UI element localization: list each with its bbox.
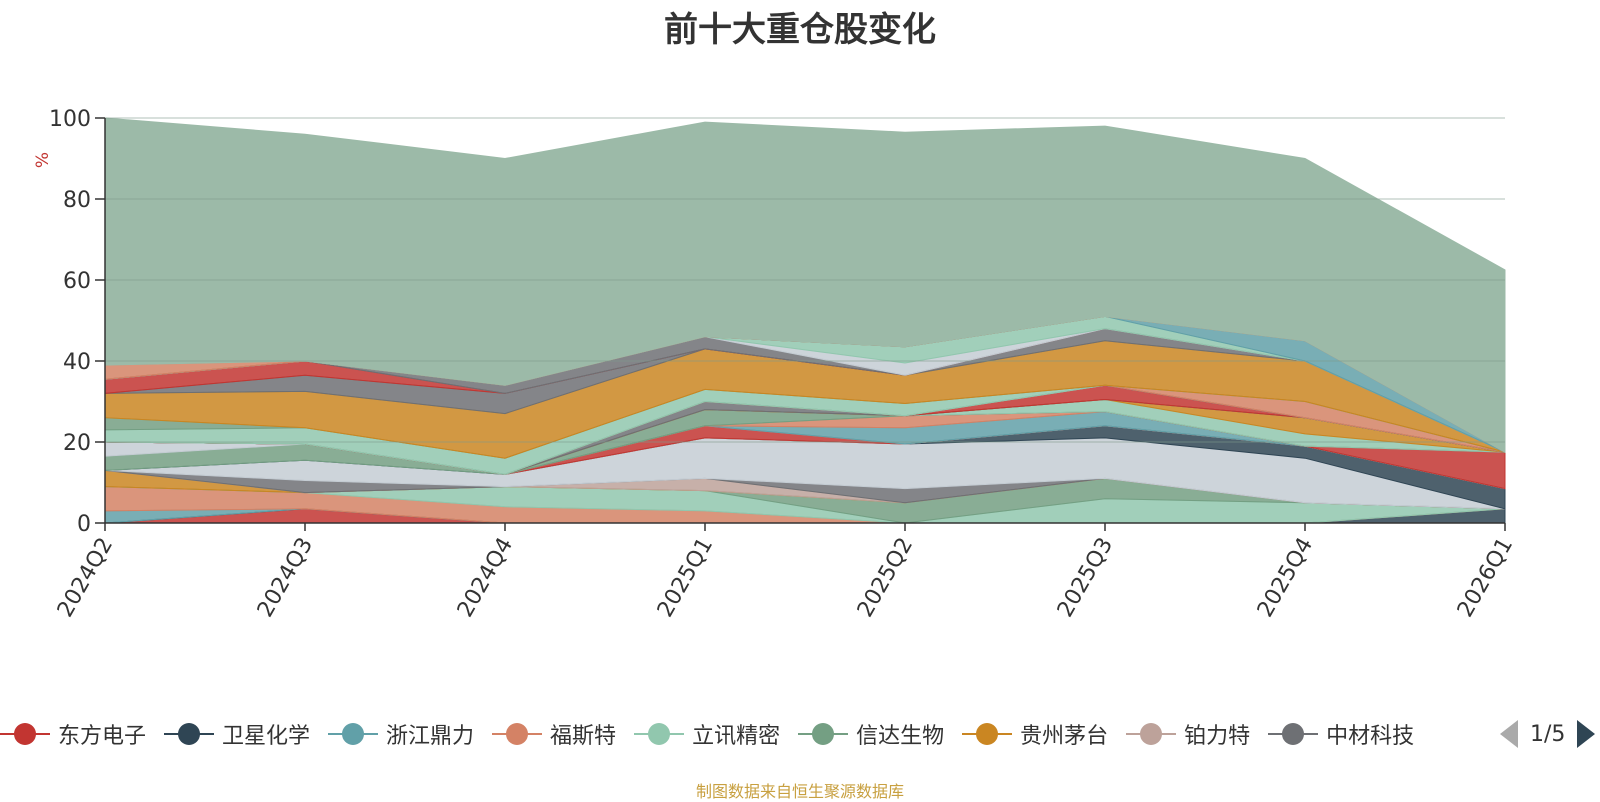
legend-next-page-icon[interactable]: [1577, 720, 1596, 748]
legend-prev-page-icon[interactable]: [1500, 720, 1518, 748]
legend-marker-icon: [1126, 722, 1177, 746]
legend-item[interactable]: 立讯精密: [634, 712, 780, 756]
legend-item[interactable]: 铂力特: [1126, 712, 1250, 756]
legend-marker-icon: [962, 722, 1013, 746]
legend-label: 卫星化学: [222, 724, 311, 749]
legend-label: 信达生物: [856, 724, 945, 749]
chart-title: 前十大重仓股变化: [664, 10, 936, 50]
legend-marker-icon: [328, 722, 379, 746]
legend-marker-icon: [634, 722, 685, 746]
legend-marker-icon: [492, 722, 543, 746]
legend-marker-icon: [0, 722, 50, 746]
legend-label: 浙江鼎力: [386, 724, 475, 749]
y-tick-label-0: 0: [77, 512, 91, 537]
legend-page-indicator: 1/5: [1530, 721, 1566, 747]
x-tick-label-7: 2026Q1: [1453, 534, 1518, 622]
legend-item[interactable]: 信达生物: [798, 712, 944, 756]
y-tick-label-1: 20: [63, 431, 91, 456]
x-tick-label-1: 2024Q3: [253, 534, 318, 622]
legend-item[interactable]: 中材科技: [1268, 712, 1414, 756]
legend-label: 立讯精密: [692, 724, 781, 749]
legend-marker-icon: [1268, 722, 1319, 746]
legend-item[interactable]: 卫星化学: [164, 712, 310, 756]
legend: 东方电子 卫星化学 浙江鼎力 福斯特 立讯精密 信达生物 贵州茅台 铂力特 中材科技: [0, 712, 1480, 756]
legend-marker-icon: [798, 722, 849, 746]
x-tick-label-6: 2025Q4: [1253, 534, 1318, 622]
legend-pager: 1/5: [1500, 712, 1596, 756]
y-axis-label: %: [33, 152, 53, 168]
legend-label: 福斯特: [550, 724, 617, 749]
source-note: 制图数据来自恒生聚源数据库: [695, 782, 904, 801]
legend-item[interactable]: 东方电子: [0, 712, 146, 756]
x-tick-label-0: 2024Q2: [53, 534, 118, 622]
y-tick-label-4: 80: [63, 188, 91, 213]
legend-label: 铂力特: [1184, 724, 1251, 749]
area-series-40: [104, 117, 1506, 453]
legend-label: 东方电子: [58, 724, 147, 749]
legend-item[interactable]: 浙江鼎力: [328, 712, 474, 756]
legend-item[interactable]: 福斯特: [492, 712, 616, 756]
x-tick-label-2: 2024Q4: [453, 534, 518, 622]
legend-label: 贵州茅台: [1020, 724, 1109, 749]
legend-item[interactable]: 贵州茅台: [962, 712, 1108, 756]
x-tick-label-4: 2025Q2: [853, 534, 918, 622]
y-tick-label-3: 60: [63, 269, 91, 294]
y-tick-label-5: 100: [49, 107, 91, 132]
x-tick-label-5: 2025Q3: [1053, 534, 1118, 622]
legend-label: 中材科技: [1326, 724, 1415, 749]
x-tick-label-3: 2025Q1: [653, 534, 718, 622]
legend-marker-icon: [164, 722, 215, 746]
y-tick-label-2: 40: [63, 350, 91, 375]
